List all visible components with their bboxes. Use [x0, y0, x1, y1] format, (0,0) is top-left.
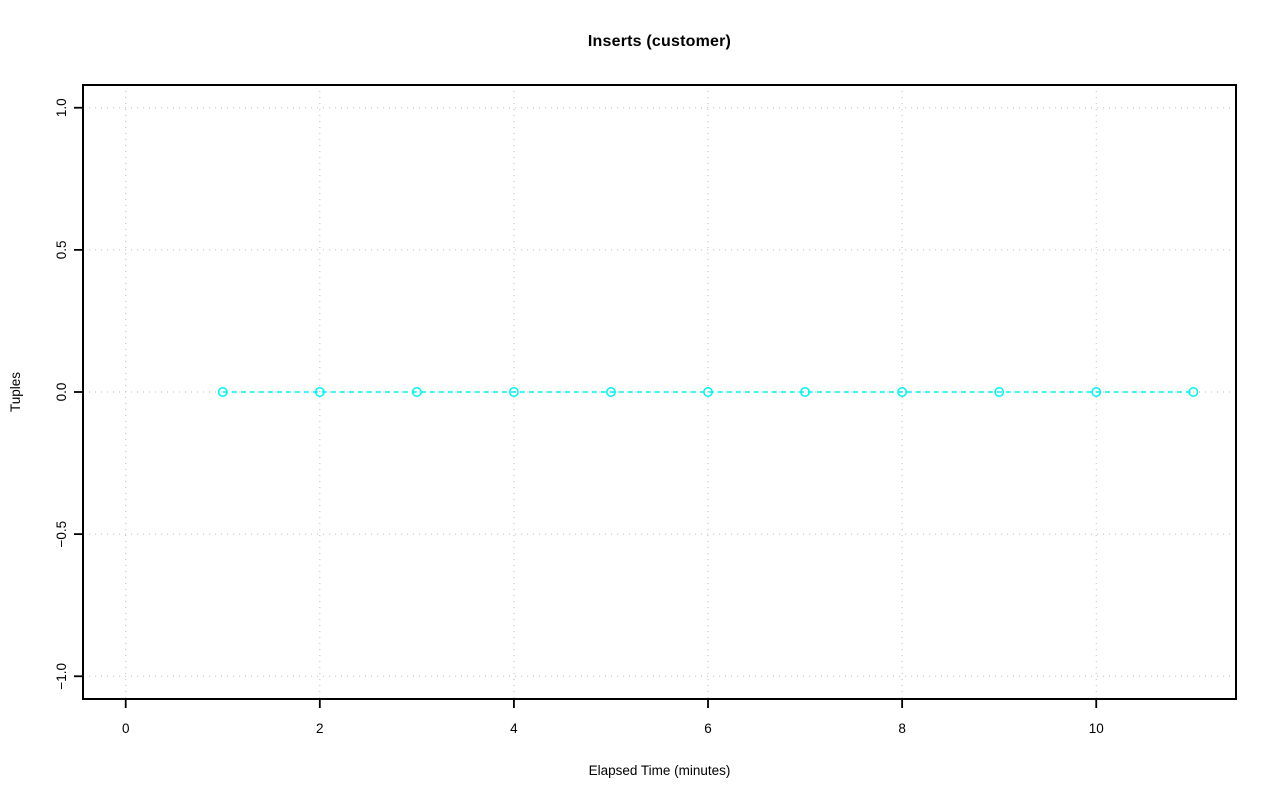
data-point — [897, 387, 908, 397]
x-tick-label: 6 — [704, 721, 712, 736]
x-tick-label: 0 — [122, 721, 130, 736]
plot-border — [82, 84, 1237, 700]
y-tick-label: 1.0 — [54, 98, 69, 117]
x-tick-label: 8 — [898, 721, 906, 736]
data-point — [1091, 387, 1102, 397]
y-tick-label: 0.5 — [54, 240, 69, 259]
x-axis-label: Elapsed Time (minutes) — [588, 763, 731, 778]
data-point — [994, 387, 1005, 397]
data-point — [703, 387, 713, 397]
data-point — [1188, 387, 1199, 397]
x-tick-label: 2 — [316, 721, 324, 736]
chart-title: Inserts (customer) — [587, 33, 732, 50]
data-point — [411, 387, 422, 397]
data-point — [508, 387, 519, 397]
y-axis-label: Tuples — [8, 372, 23, 412]
data-point — [606, 387, 616, 397]
x-tick-label: 10 — [1089, 721, 1104, 736]
y-tick-label: −0.5 — [54, 521, 69, 548]
data-point — [217, 387, 228, 397]
x-tick-label: 4 — [510, 721, 518, 736]
data-point — [314, 387, 325, 397]
data-point — [800, 387, 811, 397]
y-tick-label: −1.0 — [54, 663, 69, 690]
y-tick-label: 0.0 — [54, 383, 69, 402]
